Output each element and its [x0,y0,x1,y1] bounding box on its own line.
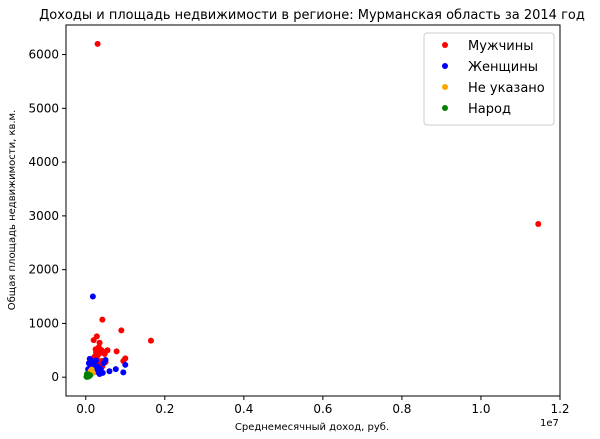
scatter-point [85,360,92,367]
y-tick-label: 1000 [28,316,59,330]
x-tick-label: 0.2 [155,402,174,416]
scatter-point [101,351,108,358]
x-tick-label: 0.0 [76,402,95,416]
y-axis: 0 1000 2000 3000 4000 5000 6000 [28,48,66,384]
scatter-point [89,293,96,300]
legend-box [423,32,555,126]
scatter-point [95,367,102,374]
chart-title: Доходы и площадь недвижимости в регионе:… [39,8,585,23]
scatter-point [122,361,129,368]
x-tick-label: 1.2 [550,402,569,416]
legend-label: Народ [468,102,511,117]
x-axis-label: Среднемесячный доход, руб. [235,422,389,433]
scatter-point [93,357,100,364]
x-axis: 0.0 0.2 0.4 0.6 0.8 1.0 1.2 [76,396,570,416]
y-tick-label: 3000 [28,209,59,223]
scatter-point [106,368,113,375]
scatter-point [85,373,92,380]
x-axis-offset-label: 1e7 [540,418,559,429]
scatter-point [118,327,125,334]
x-tick-label: 1.0 [471,402,490,416]
scatter-point [93,349,100,356]
y-tick-label: 5000 [28,101,59,115]
legend-label: Женщины [468,60,538,75]
legend-marker [442,42,448,48]
x-tick-label: 0.8 [392,402,411,416]
x-tick-label: 0.6 [313,402,332,416]
points-layer [83,40,542,380]
y-tick-label: 2000 [28,263,59,277]
y-axis-label: Общая площадь недвижимости, кв.м. [7,110,18,311]
scatter-point [113,348,120,355]
legend: Мужчины Женщины Не указано Народ [423,32,555,126]
scatter-point [120,369,127,376]
scatter-point [535,220,542,227]
y-tick-label: 6000 [28,48,59,62]
scatter-point [147,337,154,344]
scatter-point [102,356,109,363]
legend-marker [442,84,448,90]
scatter-point [112,366,119,373]
scatter-point [94,40,101,47]
scatter-point [99,316,106,323]
y-tick-label: 0 [51,370,59,384]
x-tick-label: 0.4 [234,402,253,416]
legend-marker [442,63,448,69]
plot-frame [65,24,561,397]
y-tick-label: 4000 [28,155,59,169]
legend-marker [442,105,448,111]
legend-label: Не указано [468,81,545,96]
scatter-point [90,337,97,344]
legend-label: Мужчины [468,39,534,54]
